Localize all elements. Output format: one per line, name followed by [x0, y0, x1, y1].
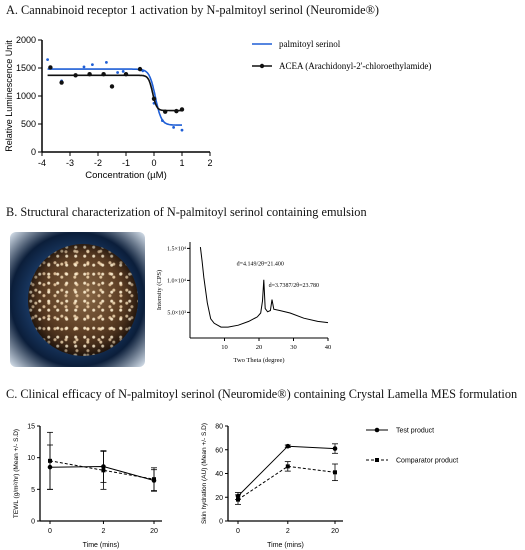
- x-tick-label: 2: [286, 528, 290, 535]
- data-point: [285, 464, 290, 469]
- data-point: [141, 69, 145, 73]
- y-tick-label: 1500: [16, 63, 36, 73]
- data-point: [137, 66, 143, 72]
- data-point: [82, 65, 86, 69]
- y-axis-label: Skin hydration (AU) (Mean +/- S.D): [201, 423, 208, 524]
- data-point: [48, 65, 53, 70]
- x-axis-label: Time (mins): [83, 542, 120, 549]
- y-tick-label: 0: [219, 519, 223, 526]
- x-tick-label: -2: [94, 158, 102, 168]
- peak-annotation: d=4.149/2θ=21.400: [237, 262, 284, 268]
- data-point: [285, 443, 291, 449]
- legend-marker: [259, 63, 265, 69]
- x-tick-label: 0: [236, 528, 240, 535]
- section-b-title: B. Structural characterization of N-palm…: [6, 205, 367, 219]
- data-point: [91, 63, 94, 67]
- y-tick-label: 15: [27, 424, 35, 431]
- data-point: [46, 58, 49, 61]
- y-axis-label: Intensity (CPS): [156, 270, 163, 310]
- y-tick-label: 1.0×10⁴: [167, 278, 186, 284]
- y-tick-label: 2000: [16, 35, 36, 45]
- chart-b: 10 20 30 40 5.0×10³ 1.0×10⁴ 1.5×10⁴ Two Theta (…: [156, 242, 332, 364]
- y-tick-label: 80: [215, 424, 223, 431]
- x-axis-label: Concentration (µM): [85, 170, 167, 181]
- legend-marker: [375, 458, 379, 462]
- data-point: [333, 470, 337, 475]
- data-point: [180, 128, 184, 132]
- series-line-2: [237, 465, 336, 501]
- data-point: [161, 119, 164, 123]
- y-tick-label: 500: [21, 119, 36, 129]
- x-tick-label: 30: [290, 344, 297, 351]
- x-tick-label: 20: [150, 528, 158, 535]
- x-tick-label: -1: [122, 158, 130, 168]
- data-point: [179, 107, 185, 112]
- x-tick-label: 0: [48, 528, 52, 535]
- legend-label: Test product: [396, 428, 434, 435]
- y-tick-label: 10: [27, 455, 35, 462]
- data-point: [123, 71, 129, 77]
- y-axis-label: Relative Luminescence Unit: [4, 40, 14, 152]
- x-axis-label: Two Theta (degree): [233, 357, 284, 364]
- x-tick-label: -3: [66, 158, 74, 168]
- y-axis-label: TEWL (g/m²/hr) (Mean +/- S.D): [13, 429, 20, 518]
- y-tick-label: 5: [31, 487, 35, 494]
- y-tick-label: 60: [215, 447, 223, 454]
- x-tick-label: 0: [151, 158, 156, 168]
- data-point: [163, 109, 168, 114]
- x-tick-label: 40: [325, 344, 332, 351]
- fit-curve-2: [47, 74, 182, 112]
- x-tick-label: 10: [221, 344, 228, 351]
- data-point: [101, 468, 106, 473]
- data-point: [116, 71, 119, 74]
- data-point: [151, 96, 157, 102]
- legend-label: ACEA (Arachidonyl-2'-chloroethylamide): [279, 61, 431, 71]
- y-tick-label: 1000: [16, 91, 36, 101]
- y-tick-label: 0: [31, 519, 35, 526]
- micrograph-image: [10, 232, 145, 367]
- data-point: [48, 458, 52, 463]
- chart-c1: 0 2 20 0 5 10 15 Time (mins) TEWL (g/m²/hr) (Mea…: [13, 424, 162, 549]
- legend-label: palmitoyl serinol: [279, 39, 341, 49]
- y-tick-label: 1.5×10⁴: [167, 246, 186, 252]
- section-c-title: C. Clinical efficacy of N-palmitoyl seri…: [6, 387, 518, 401]
- section-a-title: A. Cannabinoid receptor 1 activation by …: [6, 3, 380, 17]
- x-tick-label: -4: [38, 158, 46, 168]
- data-point: [152, 477, 156, 482]
- peak-annotation: d=3.7387/2θ=23.780: [269, 283, 319, 289]
- x-tick-label: 2: [101, 528, 105, 535]
- data-point: [236, 497, 240, 502]
- x-tick-label: 2: [207, 158, 212, 168]
- fit-curve-1: [47, 68, 182, 126]
- chart-a: -4 -3 -2 -1 0 1 2 0 500 1000 1500 2000 Concentration…: [4, 35, 431, 181]
- data-point: [109, 84, 115, 89]
- legend-marker: [374, 427, 380, 433]
- data-point: [121, 69, 125, 73]
- x-axis-label: Time (mins): [267, 542, 304, 549]
- legend-label: Comparator product: [396, 458, 458, 465]
- x-tick-label: 20: [331, 528, 339, 535]
- y-tick-label: 20: [215, 495, 223, 502]
- xrd-pattern: [199, 247, 329, 328]
- x-tick-label: 20: [256, 344, 263, 351]
- y-tick-label: 40: [215, 471, 223, 478]
- data-point: [332, 446, 338, 451]
- y-tick-label: 0: [31, 147, 36, 157]
- data-point: [73, 73, 78, 78]
- chart-c2: 0 2 20 0 20 40 60 80 Time (mins) Skin hydration (…: [201, 423, 458, 549]
- data-point: [101, 71, 106, 77]
- data-point: [105, 61, 108, 64]
- data-point: [172, 125, 176, 129]
- data-point: [87, 71, 92, 77]
- micrograph-field: [28, 244, 138, 356]
- y-tick-label: 5.0×10³: [167, 310, 186, 316]
- x-tick-label: 1: [179, 158, 184, 168]
- data-point: [174, 108, 179, 114]
- data-point: [59, 80, 64, 85]
